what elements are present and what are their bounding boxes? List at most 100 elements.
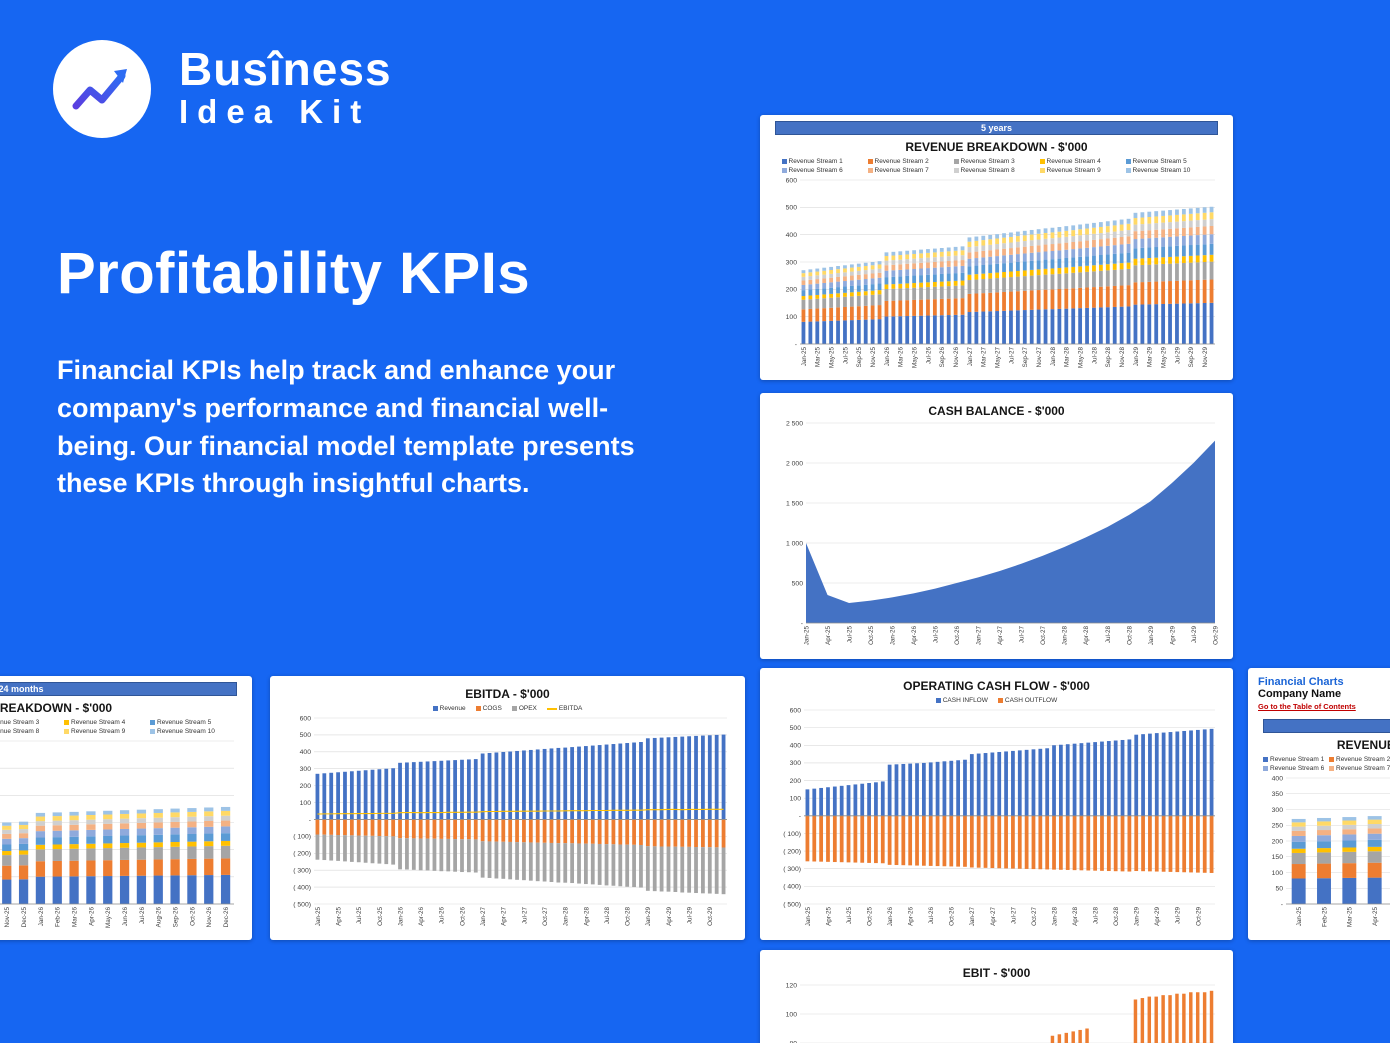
- svg-text:Jan-26: Jan-26: [884, 347, 891, 367]
- legend-item: Revenue Stream 4: [1039, 157, 1126, 166]
- svg-text:600: 600: [300, 715, 312, 722]
- svg-text:Jan-27: Jan-27: [480, 907, 487, 927]
- svg-text:Nov-25: Nov-25: [4, 907, 11, 928]
- panel-ebitda: EBITDA - $'000 Revenue COGS OPEX EBITDA 600…: [270, 676, 745, 940]
- svg-text:Jul-28: Jul-28: [1091, 347, 1098, 365]
- svg-text:Jan-29: Jan-29: [645, 907, 652, 927]
- svg-text:Apr-25: Apr-25: [335, 907, 342, 926]
- chart-title: CASH BALANCE - $'000: [928, 404, 1065, 418]
- svg-text:120: 120: [786, 982, 798, 989]
- svg-text:Jul-29: Jul-29: [1175, 907, 1182, 925]
- page-title: Profitability KPIs: [57, 241, 531, 306]
- svg-text:100: 100: [300, 800, 312, 807]
- panel-operating-cash-flow: OPERATING CASH FLOW - $'000 CASH INFLOW C…: [760, 668, 1233, 940]
- legend-swatch: [432, 706, 438, 711]
- svg-text:Jul-25: Jul-25: [846, 907, 853, 925]
- svg-text:Jan-27: Jan-27: [969, 907, 976, 927]
- legend-swatch: [64, 720, 69, 725]
- legend-swatch: [546, 707, 557, 710]
- legend-swatch: [1329, 757, 1334, 762]
- legend-swatch: [953, 168, 959, 173]
- legend-swatch: [511, 706, 517, 711]
- svg-text:Mar-26: Mar-26: [71, 907, 78, 927]
- revenue-breakdown-12m-chart: 400 350 300 250 200 150 100 50 - Jan-25 Feb-25 Mar-…: [1258, 773, 1390, 934]
- svg-text:Apr-25: Apr-25: [825, 626, 832, 645]
- legend-item: EBITDA: [546, 704, 582, 713]
- svg-text:May-26: May-26: [912, 347, 919, 368]
- svg-text:Jul-27: Jul-27: [1008, 347, 1015, 365]
- chart-title: REVENUE BREAKDOWN - $'000: [1336, 738, 1390, 752]
- svg-text:100: 100: [786, 314, 798, 321]
- svg-text:Jul-27: Jul-27: [1010, 907, 1017, 925]
- svg-text:1 500: 1 500: [786, 500, 803, 507]
- svg-text:Jan-25: Jan-25: [315, 907, 322, 927]
- svg-text:100: 100: [790, 795, 802, 802]
- svg-text:Apr-26: Apr-26: [88, 907, 95, 926]
- legend-item: Revenue Stream 1: [781, 157, 868, 166]
- legend-item: Revenue Stream 6: [781, 166, 868, 175]
- svg-text:( 400): ( 400): [293, 884, 311, 891]
- cash-balance-chart: 2 500 2 000 1 500 1 000 500 - Jan-25 Apr-25 Jul-…: [770, 418, 1223, 653]
- legend-swatch: [1329, 766, 1334, 771]
- svg-text:Mar-25: Mar-25: [1347, 907, 1354, 927]
- svg-text:Jul-26: Jul-26: [933, 626, 940, 644]
- svg-text:Jan-29: Jan-29: [1148, 626, 1155, 646]
- svg-text:Oct-27: Oct-27: [1031, 907, 1038, 926]
- svg-text:Apr-27: Apr-27: [501, 907, 508, 926]
- legend-item: Revenue Stream 9: [1039, 166, 1126, 175]
- legend-item: CASH OUTFLOW: [997, 696, 1057, 705]
- legend-item: Revenue Stream 5: [1125, 157, 1212, 166]
- legend-item: COGS: [475, 704, 502, 713]
- legend-item: Revenue Stream 2: [867, 157, 954, 166]
- brand-name-line2: Idea Kit: [179, 93, 371, 131]
- legend-swatch: [1263, 757, 1268, 762]
- legend-item: Revenue Stream 8: [0, 728, 40, 735]
- svg-text:400: 400: [790, 743, 802, 750]
- svg-text:300: 300: [790, 760, 802, 767]
- svg-text:Apr-25: Apr-25: [1372, 907, 1379, 926]
- svg-text:( 400): ( 400): [783, 884, 801, 891]
- svg-text:300: 300: [300, 766, 312, 773]
- legend-item: Revenue Stream 6: [1263, 764, 1329, 773]
- svg-text:-: -: [309, 817, 311, 824]
- svg-text:Jan-29: Jan-29: [1134, 907, 1141, 927]
- svg-text:Apr-29: Apr-29: [1154, 907, 1161, 926]
- legend-swatch: [867, 168, 873, 173]
- svg-text:Apr-29: Apr-29: [1169, 626, 1176, 645]
- table-of-contents-link[interactable]: Go to the Table of Contents: [1258, 702, 1356, 711]
- legend-swatch: [781, 159, 787, 164]
- svg-text:Mar-29: Mar-29: [1147, 347, 1154, 367]
- svg-text:Nov-29: Nov-29: [1202, 347, 1209, 368]
- svg-text:Jul-26: Jul-26: [925, 347, 932, 365]
- legend-swatch: [150, 720, 155, 725]
- svg-text:400: 400: [786, 232, 798, 239]
- svg-text:( 100): ( 100): [783, 831, 801, 838]
- company-name: Company Name: [1258, 688, 1342, 700]
- svg-text:Jan-25: Jan-25: [805, 907, 812, 927]
- svg-text:Jun-26: Jun-26: [122, 907, 129, 927]
- legend-item: Revenue Stream 1: [1263, 755, 1329, 764]
- chart-title: REVENUE BREAKDOWN - $'000: [0, 701, 113, 715]
- svg-text:Apr-28: Apr-28: [1083, 626, 1090, 645]
- svg-text:Oct-25: Oct-25: [868, 626, 875, 645]
- svg-text:Apr-29: Apr-29: [666, 907, 673, 926]
- svg-text:Oct-26: Oct-26: [459, 907, 466, 926]
- toc-heading: Financial Charts: [1258, 676, 1344, 688]
- svg-text:Jan-27: Jan-27: [967, 347, 974, 367]
- period-badge: 5 years: [775, 121, 1218, 135]
- svg-text:Oct-27: Oct-27: [542, 907, 549, 926]
- svg-text:80: 80: [789, 1040, 797, 1043]
- svg-text:Jul-29: Jul-29: [1174, 347, 1181, 365]
- chart-legend: Revenue COGS OPEX EBITDA: [280, 704, 735, 713]
- svg-text:350: 350: [1272, 791, 1284, 798]
- svg-text:600: 600: [786, 177, 798, 184]
- svg-text:Jul-26: Jul-26: [928, 907, 935, 925]
- chart-title: EBIT - $'000: [962, 966, 1031, 980]
- svg-text:Jan-28: Jan-28: [1050, 347, 1057, 367]
- svg-text:1 000: 1 000: [786, 540, 803, 547]
- svg-text:( 100): ( 100): [293, 834, 311, 841]
- svg-text:Jan-26: Jan-26: [38, 907, 45, 927]
- svg-text:May-25: May-25: [829, 347, 836, 368]
- svg-text:May-28: May-28: [1078, 347, 1085, 368]
